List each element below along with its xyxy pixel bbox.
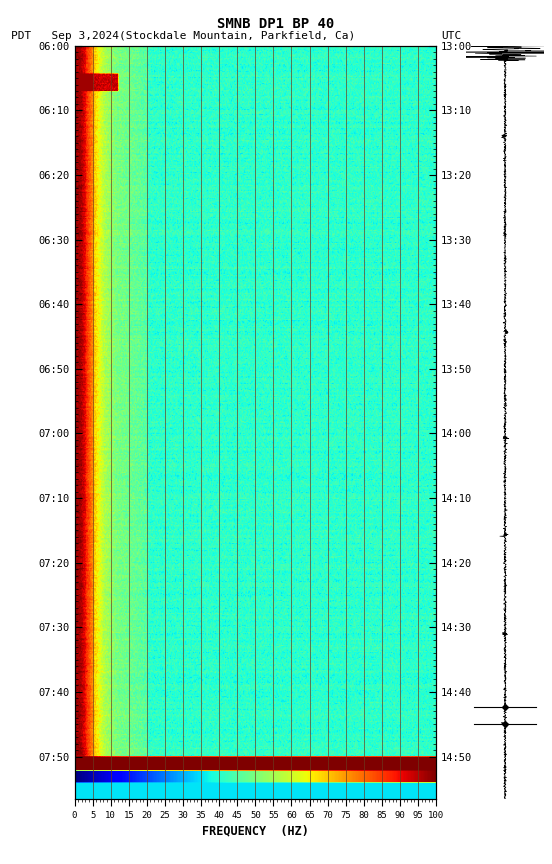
Text: PDT   Sep 3,2024(Stockdale Mountain, Parkfield, Ca): PDT Sep 3,2024(Stockdale Mountain, Parkf… [11,31,355,41]
Text: SMNB DP1 BP 40: SMNB DP1 BP 40 [217,17,335,31]
Text: UTC: UTC [442,31,462,41]
X-axis label: FREQUENCY  (HZ): FREQUENCY (HZ) [202,824,309,837]
